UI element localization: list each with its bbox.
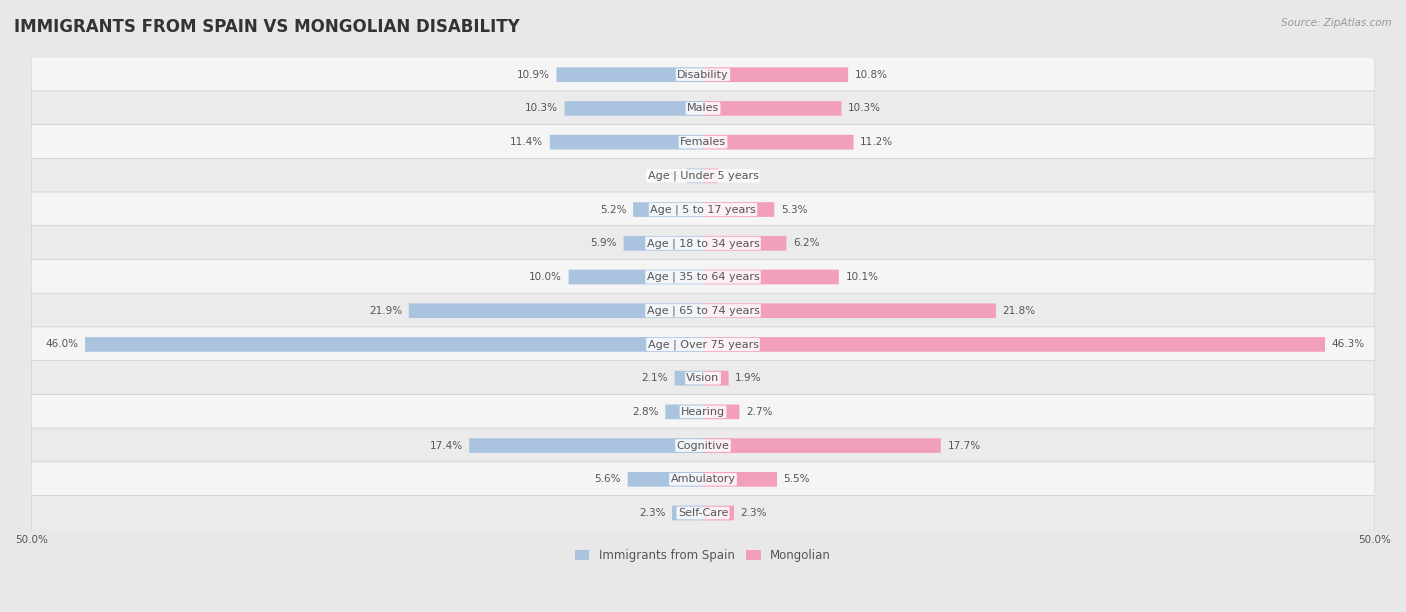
FancyBboxPatch shape — [31, 394, 1375, 430]
FancyBboxPatch shape — [31, 57, 1375, 92]
Text: 10.1%: 10.1% — [845, 272, 879, 282]
Legend: Immigrants from Spain, Mongolian: Immigrants from Spain, Mongolian — [571, 544, 835, 567]
FancyBboxPatch shape — [31, 192, 1375, 227]
FancyBboxPatch shape — [703, 337, 1324, 352]
Text: Cognitive: Cognitive — [676, 441, 730, 450]
Text: 46.0%: 46.0% — [45, 340, 79, 349]
FancyBboxPatch shape — [703, 405, 740, 419]
FancyBboxPatch shape — [703, 472, 778, 487]
FancyBboxPatch shape — [675, 371, 703, 386]
Text: 11.2%: 11.2% — [860, 137, 893, 147]
Text: Age | 35 to 64 years: Age | 35 to 64 years — [647, 272, 759, 282]
Text: 10.3%: 10.3% — [848, 103, 882, 113]
Text: 46.3%: 46.3% — [1331, 340, 1365, 349]
FancyBboxPatch shape — [703, 135, 853, 149]
FancyBboxPatch shape — [31, 259, 1375, 294]
FancyBboxPatch shape — [703, 67, 848, 82]
FancyBboxPatch shape — [703, 202, 775, 217]
FancyBboxPatch shape — [31, 91, 1375, 126]
Text: 2.7%: 2.7% — [747, 407, 772, 417]
Text: Self-Care: Self-Care — [678, 508, 728, 518]
Text: 5.3%: 5.3% — [780, 204, 807, 215]
FancyBboxPatch shape — [703, 168, 718, 183]
FancyBboxPatch shape — [703, 304, 995, 318]
Text: IMMIGRANTS FROM SPAIN VS MONGOLIAN DISABILITY: IMMIGRANTS FROM SPAIN VS MONGOLIAN DISAB… — [14, 18, 520, 36]
FancyBboxPatch shape — [672, 506, 703, 520]
FancyBboxPatch shape — [31, 462, 1375, 497]
FancyBboxPatch shape — [703, 438, 941, 453]
Text: Age | 65 to 74 years: Age | 65 to 74 years — [647, 305, 759, 316]
FancyBboxPatch shape — [686, 168, 703, 183]
FancyBboxPatch shape — [703, 270, 839, 285]
Text: 6.2%: 6.2% — [793, 238, 820, 248]
Text: 1.1%: 1.1% — [724, 171, 751, 181]
Text: 5.5%: 5.5% — [783, 474, 810, 484]
Text: 1.2%: 1.2% — [654, 171, 681, 181]
Text: 2.8%: 2.8% — [633, 407, 658, 417]
Text: 10.9%: 10.9% — [517, 70, 550, 80]
FancyBboxPatch shape — [31, 293, 1375, 328]
FancyBboxPatch shape — [31, 226, 1375, 261]
FancyBboxPatch shape — [31, 496, 1375, 531]
FancyBboxPatch shape — [550, 135, 703, 149]
Text: 21.8%: 21.8% — [1002, 306, 1036, 316]
FancyBboxPatch shape — [703, 506, 734, 520]
Text: Source: ZipAtlas.com: Source: ZipAtlas.com — [1281, 18, 1392, 28]
FancyBboxPatch shape — [409, 304, 703, 318]
FancyBboxPatch shape — [568, 270, 703, 285]
Text: 10.0%: 10.0% — [529, 272, 562, 282]
FancyBboxPatch shape — [624, 236, 703, 251]
Text: 5.9%: 5.9% — [591, 238, 617, 248]
Text: 17.4%: 17.4% — [429, 441, 463, 450]
FancyBboxPatch shape — [633, 202, 703, 217]
FancyBboxPatch shape — [557, 67, 703, 82]
Text: 10.3%: 10.3% — [524, 103, 558, 113]
Text: Females: Females — [681, 137, 725, 147]
Text: Disability: Disability — [678, 70, 728, 80]
FancyBboxPatch shape — [31, 327, 1375, 362]
Text: 2.3%: 2.3% — [638, 508, 665, 518]
Text: Age | Over 75 years: Age | Over 75 years — [648, 339, 758, 349]
FancyBboxPatch shape — [31, 428, 1375, 463]
Text: Hearing: Hearing — [681, 407, 725, 417]
FancyBboxPatch shape — [703, 371, 728, 386]
Text: 11.4%: 11.4% — [510, 137, 543, 147]
Text: Males: Males — [688, 103, 718, 113]
Text: 17.7%: 17.7% — [948, 441, 980, 450]
FancyBboxPatch shape — [703, 101, 841, 116]
Text: Age | Under 5 years: Age | Under 5 years — [648, 171, 758, 181]
Text: Age | 18 to 34 years: Age | 18 to 34 years — [647, 238, 759, 248]
Text: Age | 5 to 17 years: Age | 5 to 17 years — [650, 204, 756, 215]
Text: 5.2%: 5.2% — [600, 204, 627, 215]
FancyBboxPatch shape — [84, 337, 703, 352]
Text: 2.3%: 2.3% — [741, 508, 768, 518]
Text: 21.9%: 21.9% — [368, 306, 402, 316]
Text: Ambulatory: Ambulatory — [671, 474, 735, 484]
FancyBboxPatch shape — [470, 438, 703, 453]
FancyBboxPatch shape — [31, 125, 1375, 160]
FancyBboxPatch shape — [665, 405, 703, 419]
FancyBboxPatch shape — [31, 159, 1375, 193]
FancyBboxPatch shape — [565, 101, 703, 116]
Text: 1.9%: 1.9% — [735, 373, 762, 383]
FancyBboxPatch shape — [31, 360, 1375, 396]
Text: 10.8%: 10.8% — [855, 70, 887, 80]
FancyBboxPatch shape — [703, 236, 786, 251]
Text: 2.1%: 2.1% — [641, 373, 668, 383]
FancyBboxPatch shape — [627, 472, 703, 487]
Text: Vision: Vision — [686, 373, 720, 383]
Text: 5.6%: 5.6% — [595, 474, 621, 484]
